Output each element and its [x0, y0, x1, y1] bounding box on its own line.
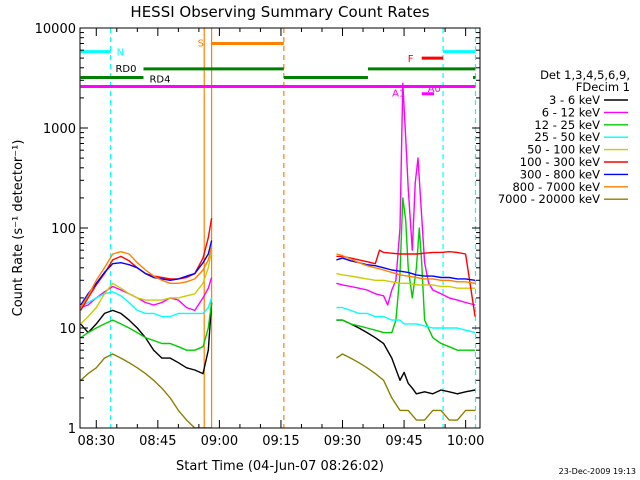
chart-title: HESSI Observing Summary Count Rates [130, 3, 429, 21]
legend-entry-label: 800 - 7000 keV [512, 180, 600, 194]
series-line-50-100keV [336, 272, 476, 289]
series-group [80, 82, 476, 428]
plot-area: S F N RD0 RD4 A1 A0 08:30 08:45 09:00 09:15 09:30 09… [35, 22, 485, 449]
status-bar-label-f: F [408, 54, 414, 65]
series-line-3-6keV [336, 319, 476, 395]
series-line-300-800keV [80, 240, 213, 306]
y-tick-label: 10 [59, 322, 76, 337]
status-bar-label-a0: A0 [428, 84, 441, 95]
y-tick-label: 100 [51, 222, 76, 237]
series-line-7000-20000keV [336, 353, 476, 421]
status-bar-label-rd4: RD4 [149, 74, 170, 85]
series-line-25-50keV [336, 306, 476, 334]
series-line-25-50keV [80, 291, 213, 318]
series-line-800-7000keV [336, 253, 476, 284]
legend-entry-label: 6 - 12 keV [542, 105, 600, 119]
x-tick-label: 08:30 [78, 434, 115, 449]
legend-entry-label: 300 - 800 keV [520, 167, 600, 181]
status-bar-label-s: S [198, 38, 204, 49]
series-line-6-12keV [80, 277, 213, 312]
timestamp-footer: 23-Dec-2009 19:13 [559, 467, 636, 476]
legend-entry-label: 100 - 300 keV [520, 155, 600, 169]
legend-entry-label: 3 - 6 keV [549, 93, 600, 107]
series-line-800-7000keV [80, 246, 213, 308]
y-axis-label: Count Rate (s⁻¹ detector⁻¹) [11, 140, 26, 317]
series-line-100-300keV [336, 249, 476, 317]
series-line-12-25keV [80, 302, 213, 351]
x-axis-label: Start Time (04-Jun-07 08:26:02) [176, 459, 384, 474]
legend-title: FDecim 1 [576, 80, 630, 94]
legend-entry-label: 25 - 50 keV [534, 130, 600, 144]
x-tick-label: 10:00 [447, 434, 484, 449]
series-line-6-12keV [336, 82, 476, 306]
status-bar-label-rd0: RD0 [115, 64, 136, 75]
x-tick-label: 09:15 [262, 434, 299, 449]
status-bar-label-n: N [117, 48, 124, 59]
series-line-50-100keV [80, 250, 213, 325]
legend-entry-label: 12 - 25 keV [534, 118, 600, 132]
x-tick-label: 08:45 [139, 434, 176, 449]
series-line-7000-20000keV [80, 353, 212, 428]
status-bar-label-a1: A1 [392, 89, 405, 100]
series-line-3-6keV [80, 302, 213, 375]
legend-entry-label: 50 - 100 keV [527, 143, 600, 157]
y-tick-label: 10000 [35, 22, 76, 37]
x-tick-label: 09:45 [385, 434, 422, 449]
legend-title: Det 1,3,4,5,6,9, [540, 68, 630, 82]
x-tick-label: 09:00 [201, 434, 238, 449]
series-line-12-25keV [336, 197, 476, 351]
y-tick-label: 1 [68, 422, 76, 437]
y-tick-label: 1000 [43, 122, 76, 137]
x-tick-label: 09:30 [324, 434, 361, 449]
legend-entry-label: 7000 - 20000 keV [498, 192, 600, 206]
